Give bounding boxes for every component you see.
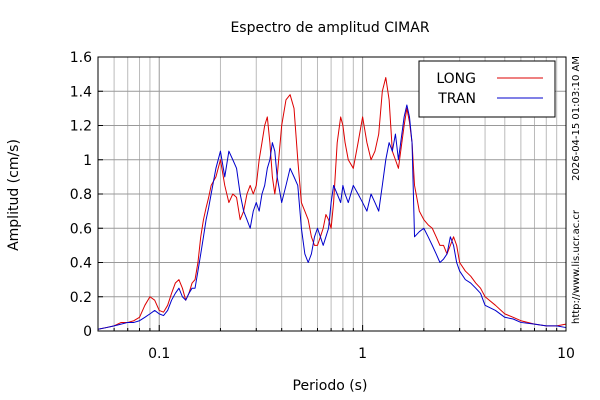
x-tick-label: 0.1 <box>148 346 170 362</box>
source-url-label: http://www.lis.ucr.ac.cr <box>571 209 582 324</box>
chart-title: Espectro de amplitud CIMAR <box>230 20 429 36</box>
y-tick-label: 1.2 <box>70 119 92 135</box>
x-tick-label: 1 <box>358 346 367 362</box>
timestamp-label: 2026-04-15 01:03:10 AM <box>571 56 582 181</box>
y-tick-label: 1.6 <box>70 50 92 66</box>
y-tick-label: 1.4 <box>70 84 92 100</box>
series-line-tran <box>97 104 567 330</box>
y-tick-label: 0.6 <box>70 221 92 237</box>
series-line-long <box>97 77 567 330</box>
x-tick-label: 10 <box>557 346 575 362</box>
series-group <box>97 77 567 330</box>
legend-label-long: LONG <box>436 71 476 87</box>
y-tick-label: 0.4 <box>70 256 92 272</box>
y-axis-label: Amplitud (cm/s) <box>6 139 22 251</box>
y-tick-label: 1 <box>83 153 92 169</box>
ticks: 0 0.2 0.4 0.6 0.8 1 1.2 1.4 1.6 0.1 1 10 <box>70 50 575 362</box>
x-axis-label: Periodo (s) <box>293 378 368 394</box>
y-tick-label: 0 <box>83 324 92 340</box>
y-tick-label: 0.2 <box>70 290 92 306</box>
legend-box <box>418 60 556 118</box>
legend: LONG TRAN <box>418 60 556 118</box>
legend-label-tran: TRAN <box>437 91 476 107</box>
y-tick-label: 0.8 <box>70 187 92 203</box>
